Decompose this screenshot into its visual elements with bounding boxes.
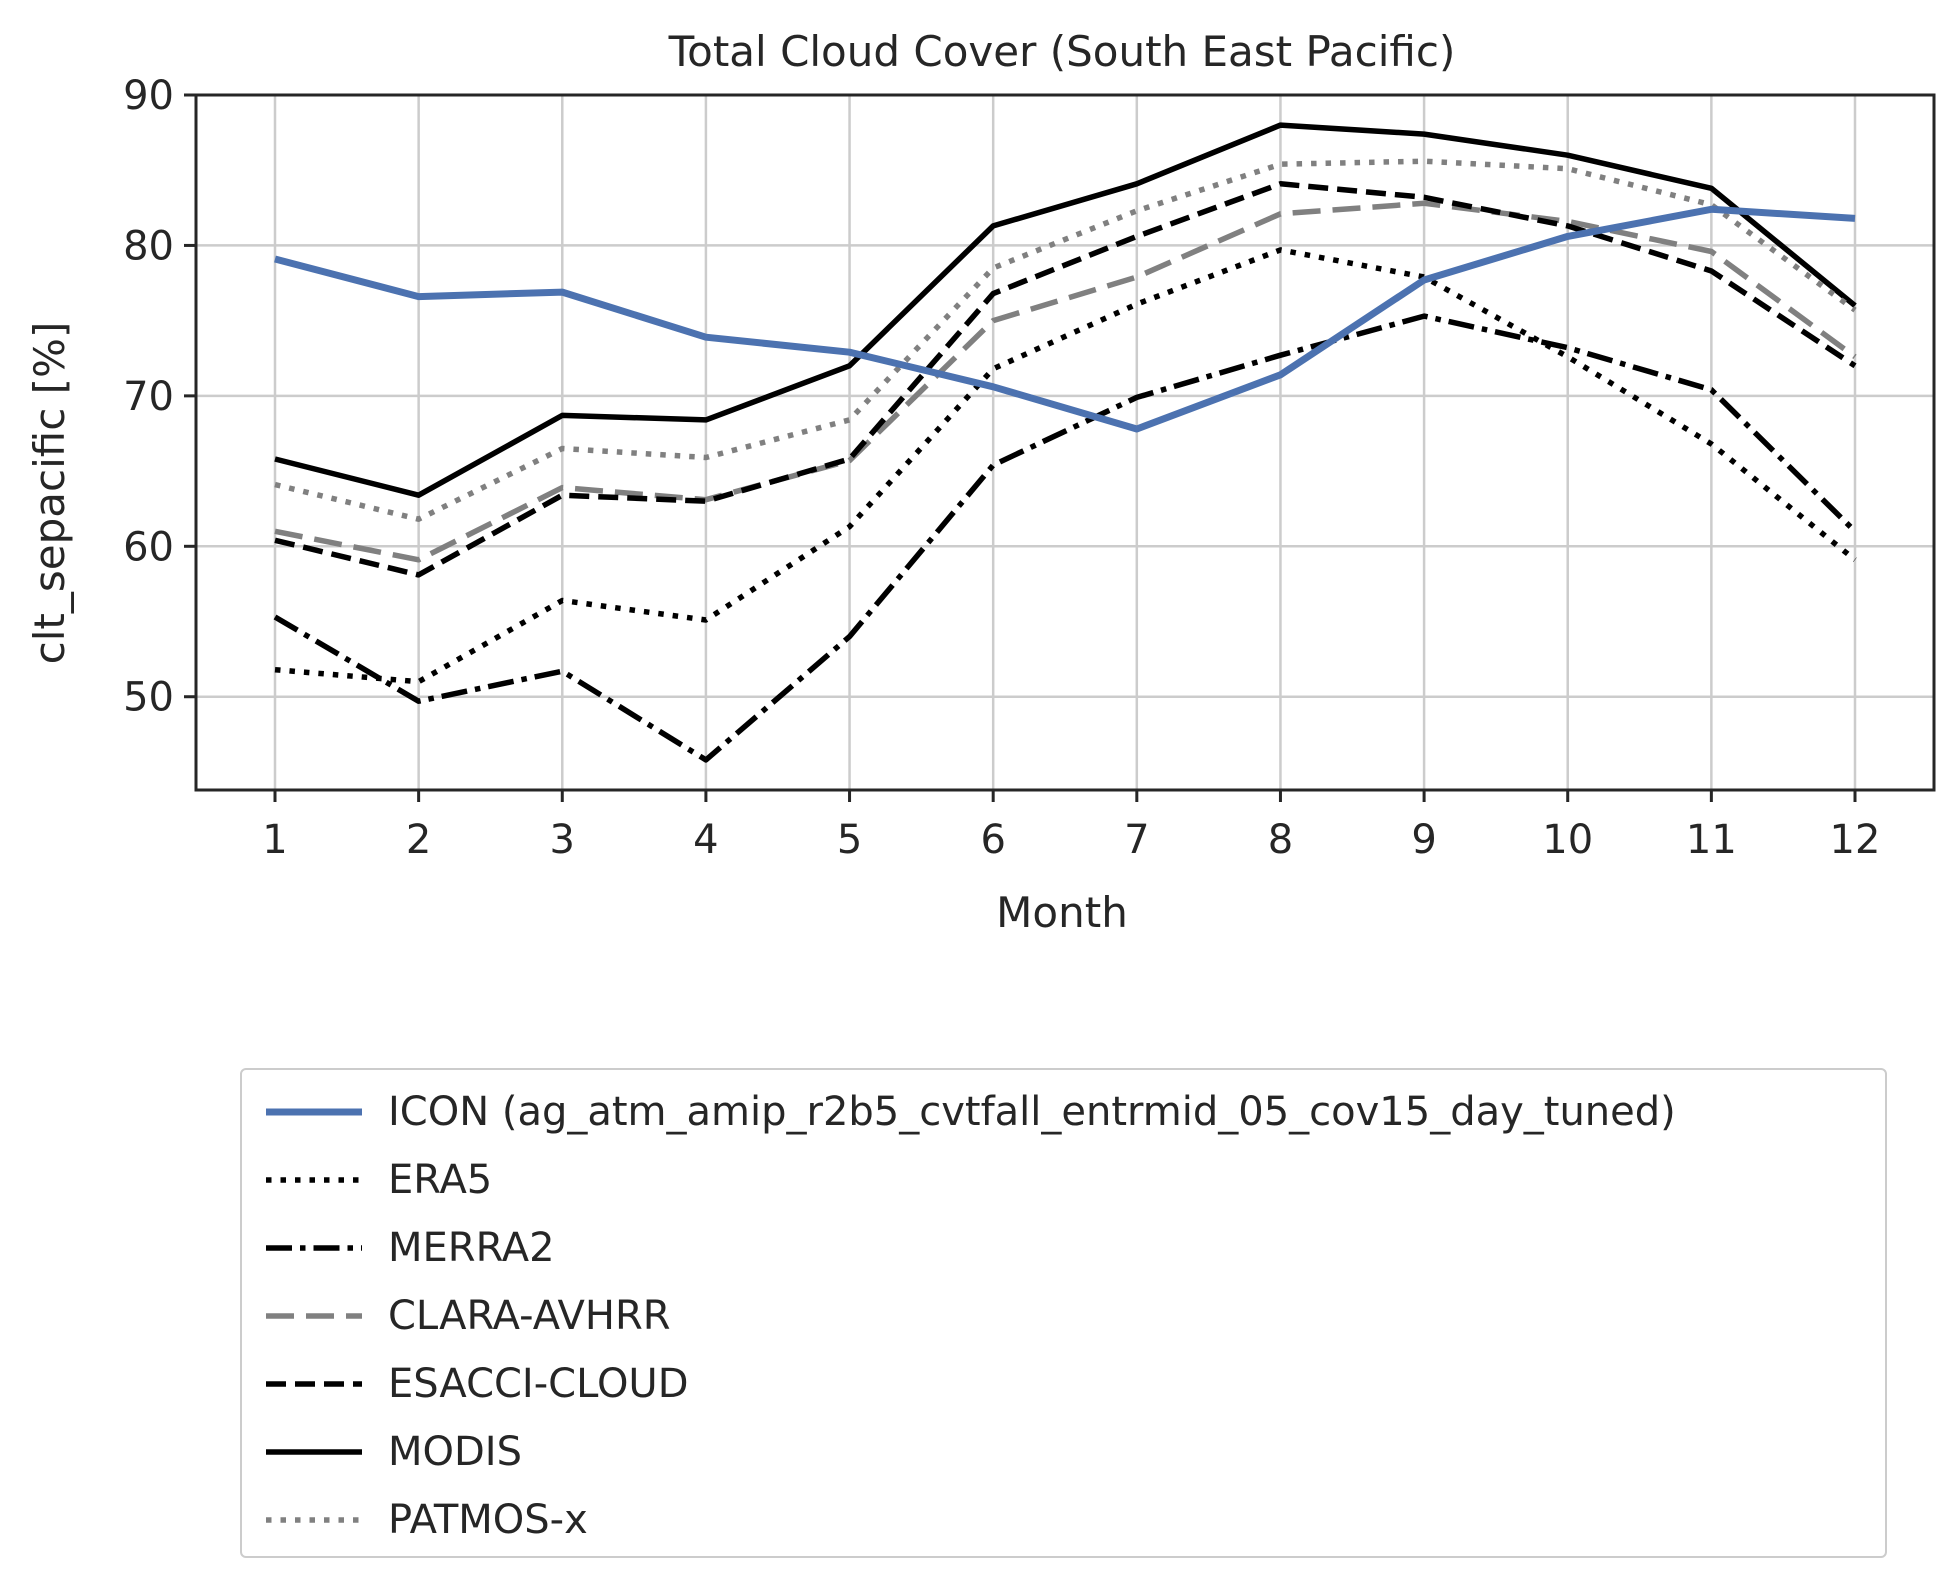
x-tick-label: 6 <box>980 817 1005 863</box>
series-line-modis <box>274 122 1857 498</box>
series-lines <box>273 122 1857 763</box>
y-tick-label: 90 <box>123 73 174 119</box>
x-axis-label: Month <box>996 888 1128 937</box>
plot-frame <box>194 93 1936 792</box>
series-line-icon <box>274 205 1856 433</box>
x-tick-label: 12 <box>1830 817 1881 863</box>
y-tick-label: 60 <box>123 524 174 570</box>
x-tick-label: 1 <box>262 817 287 863</box>
x-tick-label: 3 <box>550 817 575 863</box>
y-tick-label: 80 <box>123 223 174 269</box>
line-chart: Total Cloud Cover (South East Pacific) 1… <box>25 27 1936 937</box>
x-tick-label: 10 <box>1542 817 1593 863</box>
x-tick-label: 2 <box>406 817 431 863</box>
legend: ICON (ag_atm_amip_r2b5_cvtfall_entrmid_0… <box>240 1068 1887 1558</box>
legend-label: ESACCI-CLOUD <box>388 1361 689 1407</box>
legend-swatch <box>266 1517 362 1523</box>
x-tick-label: 4 <box>693 817 718 863</box>
y-axis-label: clt_sepacific [%] <box>25 322 74 665</box>
y-tick-label: 50 <box>123 675 174 721</box>
legend-swatch <box>266 1449 362 1455</box>
x-axis-ticks: 1 2 3 4 5 6 7 8 9 10 11 12 <box>262 790 1880 863</box>
x-tick-label: 11 <box>1686 817 1737 863</box>
series-line-era5 <box>274 247 1857 685</box>
y-tick-label: 70 <box>123 374 174 420</box>
x-tick-label: 8 <box>1268 817 1293 863</box>
legend-item: ESACCI-CLOUD <box>242 1350 1885 1418</box>
legend-swatch <box>266 1108 362 1116</box>
legend-item: ERA5 <box>242 1146 1885 1214</box>
legend-label: CLARA-AVHRR <box>388 1293 671 1339</box>
y-axis-ticks: 50 60 70 80 90 <box>123 73 196 721</box>
legend-label: MERRA2 <box>388 1225 555 1271</box>
series-line-clara-avhrr <box>274 200 1857 563</box>
series-line-merra2 <box>273 313 1857 763</box>
legend-swatch <box>266 1245 362 1251</box>
series-line-esacci-cloud <box>274 181 1857 578</box>
legend-swatch <box>266 1381 362 1387</box>
grid-lines <box>196 93 1934 790</box>
legend-label: ICON (ag_atm_amip_r2b5_cvtfall_entrmid_0… <box>388 1089 1676 1135</box>
x-tick-label: 7 <box>1124 817 1149 863</box>
legend-item: PATMOS-x <box>242 1486 1885 1554</box>
legend-label: PATMOS-x <box>388 1497 588 1543</box>
legend-swatch <box>266 1313 362 1319</box>
legend-item: MERRA2 <box>242 1214 1885 1282</box>
legend-item: ICON (ag_atm_amip_r2b5_cvtfall_entrmid_0… <box>242 1078 1885 1146</box>
legend-item: MODIS <box>242 1418 1885 1486</box>
x-tick-label: 9 <box>1411 817 1436 863</box>
legend-swatch <box>266 1177 362 1183</box>
x-tick-label: 5 <box>837 817 862 863</box>
series-line-patmos-x <box>274 158 1857 522</box>
legend-item: CLARA-AVHRR <box>242 1282 1885 1350</box>
legend-label: ERA5 <box>388 1157 493 1203</box>
chart-title: Total Cloud Cover (South East Pacific) <box>668 27 1456 76</box>
legend-label: MODIS <box>388 1429 522 1475</box>
